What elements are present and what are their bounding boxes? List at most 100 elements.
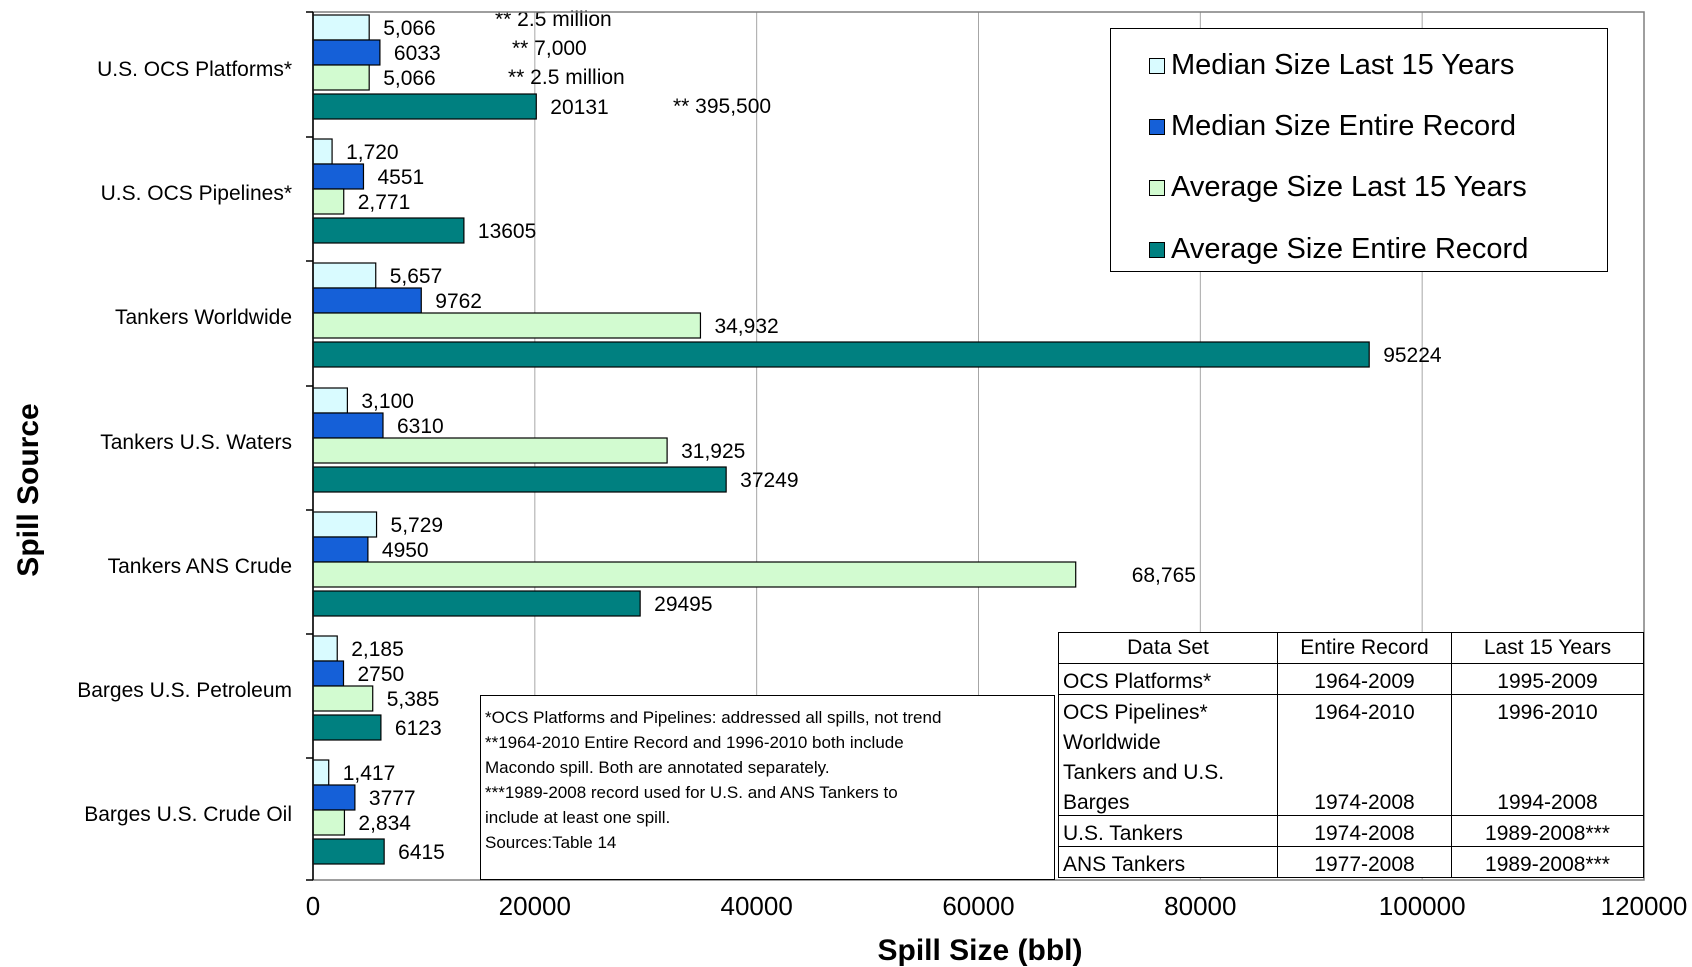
- category-label: Tankers ANS Crude: [108, 555, 292, 578]
- footnote: **1964-2010 Entire Record and 1996-2010 …: [485, 733, 904, 752]
- bar: [312, 536, 369, 563]
- bar-value-label: 20131: [550, 96, 608, 119]
- bar: [312, 784, 356, 811]
- legend-swatch: [1149, 57, 1165, 74]
- table-cell: [1277, 725, 1452, 755]
- annotation-label: ** 395,500: [673, 95, 771, 118]
- bar: [312, 387, 348, 414]
- table-cell: Barges: [1058, 785, 1278, 816]
- chart-legend: Median Size Last 15 Years Median Size En…: [1110, 28, 1608, 272]
- table-cell: 1974-2008: [1277, 785, 1452, 816]
- bar: [312, 809, 346, 836]
- x-tick-label: 40000: [721, 891, 793, 921]
- table-cell: 1994-2008: [1451, 785, 1644, 816]
- bar: [312, 287, 422, 314]
- bar-value-label: 6033: [394, 42, 441, 65]
- table-row: Barges 1974-2008 1994-2008: [1058, 785, 1644, 816]
- table-row: Tankers and U.S.: [1058, 755, 1644, 785]
- bar: [312, 312, 702, 339]
- bar-value-label: 1,720: [346, 141, 399, 164]
- bar: [312, 39, 381, 66]
- footnote-sources: Sources:Table 14: [485, 833, 617, 852]
- legend-label: Average Size Entire Record: [1171, 233, 1529, 265]
- table-cell: Tankers and U.S.: [1058, 755, 1278, 785]
- table-cell: 1995-2009: [1451, 663, 1644, 695]
- bar: [312, 93, 537, 120]
- bar: [312, 163, 365, 190]
- footnote: include at least one spill.: [485, 808, 671, 827]
- legend-swatch: [1149, 118, 1165, 135]
- table-row: ANS Tankers 1977-2008 1989-2008***: [1058, 846, 1644, 878]
- table-header: Last 15 Years: [1451, 632, 1644, 664]
- table-cell: [1277, 755, 1452, 785]
- category-label: Barges U.S. Crude Oil: [84, 803, 292, 826]
- table-row: Worldwide: [1058, 725, 1644, 755]
- footnotes-box: *OCS Platforms and Pipelines: addressed …: [480, 695, 1055, 880]
- bar: [312, 590, 641, 617]
- annotation-label: ** 2.5 million: [508, 66, 625, 89]
- bar-value-label: 13605: [478, 220, 536, 243]
- bar: [312, 341, 1370, 368]
- table-cell: OCS Platforms*: [1058, 663, 1278, 695]
- bar-value-label: 5,385: [387, 688, 440, 711]
- bar-value-label: 2750: [358, 663, 405, 686]
- bar-value-label: 6310: [397, 415, 444, 438]
- legend-label: Average Size Last 15 Years: [1171, 171, 1527, 203]
- table-row: OCS Platforms* 1964-2009 1995-2009: [1058, 663, 1644, 695]
- bar: [312, 635, 338, 662]
- table-cell: OCS Pipelines*: [1058, 694, 1278, 725]
- bar: [312, 838, 385, 865]
- table-header-row: Data Set Entire Record Last 15 Years: [1058, 632, 1644, 664]
- footnote: *OCS Platforms and Pipelines: addressed …: [485, 708, 942, 727]
- bar-value-label: 31,925: [681, 440, 745, 463]
- legend-swatch: [1149, 241, 1165, 258]
- bar: [312, 437, 668, 464]
- bar-value-label: 68,765: [1132, 564, 1196, 587]
- legend-item-median-last-15: Median Size Last 15 Years: [1149, 49, 1514, 82]
- bar-value-label: 29495: [654, 593, 712, 616]
- table-cell: 1974-2008: [1277, 815, 1452, 847]
- bar-value-label: 6415: [398, 841, 445, 864]
- annotation-label: ** 2.5 million: [495, 8, 612, 31]
- bar-value-label: 5,066: [383, 67, 436, 90]
- bar-value-label: 34,932: [714, 315, 778, 338]
- table-cell: U.S. Tankers: [1058, 815, 1278, 847]
- bars: [312, 14, 1370, 865]
- category-label: Tankers U.S. Waters: [100, 431, 292, 454]
- bar-value-label: 3777: [369, 787, 416, 810]
- x-tick-label: 20000: [499, 891, 571, 921]
- bar-value-label: 37249: [740, 469, 798, 492]
- table-cell: Worldwide: [1058, 725, 1278, 755]
- table-cell: ANS Tankers: [1058, 846, 1278, 878]
- bar-value-label: 2,185: [351, 638, 404, 661]
- x-tick-label: 80000: [1164, 891, 1236, 921]
- table-row: U.S. Tankers 1974-2008 1989-2008***: [1058, 815, 1644, 847]
- x-axis-title: Spill Size (bbl): [877, 934, 1082, 967]
- category-label: Tankers Worldwide: [115, 306, 292, 329]
- table-header: Data Set: [1058, 632, 1278, 664]
- bar: [312, 759, 330, 786]
- table-cell: 1964-2010: [1277, 694, 1452, 725]
- axes: 0 20000 40000 60000 80000 100000 120000 U.S. OC…: [77, 11, 1687, 921]
- bar-value-label: 5,729: [391, 514, 444, 537]
- bar: [312, 561, 1077, 588]
- bar: [312, 64, 370, 91]
- legend-swatch: [1149, 179, 1165, 196]
- bar: [312, 685, 374, 712]
- bar: [312, 511, 378, 538]
- category-label: Barges U.S. Petroleum: [77, 679, 292, 702]
- bar: [312, 217, 465, 244]
- legend-item-average-last-15: Average Size Last 15 Years: [1149, 171, 1527, 204]
- bar: [312, 188, 345, 215]
- table-cell: [1451, 755, 1644, 785]
- bar-value-label: 5,066: [383, 17, 436, 40]
- bar: [312, 412, 384, 439]
- legend-label: Median Size Last 15 Years: [1171, 49, 1515, 81]
- category-label: U.S. OCS Pipelines*: [101, 182, 292, 205]
- bar-value-label: 1,417: [343, 762, 396, 785]
- record-period-table: Data Set Entire Record Last 15 Years OCS…: [1058, 632, 1644, 878]
- table-cell: 1989-2008***: [1451, 846, 1644, 878]
- bar: [312, 262, 377, 289]
